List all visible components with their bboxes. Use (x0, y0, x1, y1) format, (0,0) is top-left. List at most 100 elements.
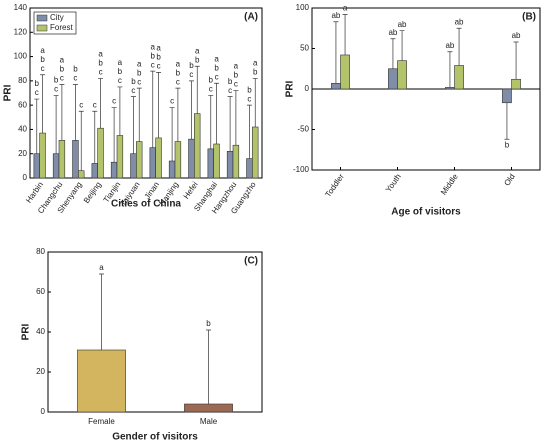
bar (39, 132, 46, 179)
error-bar (117, 86, 123, 136)
y-tick-label: 40 (18, 125, 27, 134)
panel-tag: (C) (244, 256, 258, 267)
error-bar (53, 95, 59, 154)
legend-label: Forest (50, 23, 73, 32)
bar (445, 87, 455, 90)
significance-letter: c (93, 100, 97, 109)
x-axis-label: Age of visitors (391, 207, 461, 218)
y-tick-label: 0 (23, 173, 28, 182)
x-tick-label: Female (88, 417, 115, 426)
significance-letter: a (98, 50, 103, 59)
bar (232, 144, 240, 179)
significance-letter: c (176, 77, 180, 86)
y-tick-label: 0 (305, 84, 310, 93)
y-tick-label: 50 (300, 44, 309, 53)
bar (340, 54, 350, 90)
significance-letter: ab (512, 31, 521, 40)
bar (226, 150, 234, 179)
error-bar (456, 27, 462, 66)
significance-letter: c (151, 60, 155, 69)
significance-letter: a (343, 4, 348, 13)
error-bar (92, 110, 98, 164)
bar (72, 140, 79, 179)
bar (97, 127, 104, 179)
significance-letter: c (54, 85, 58, 94)
significance-letter: c (60, 74, 64, 83)
error-bar (194, 65, 200, 114)
bar (213, 143, 220, 179)
significance-letter: b (189, 61, 194, 70)
y-tick-label: 20 (36, 367, 45, 376)
bar (246, 158, 253, 179)
significance-letter: a (234, 62, 239, 71)
plot-frame (29, 7, 263, 179)
significance-letter: c (189, 70, 193, 79)
y-tick-label: 140 (14, 3, 28, 12)
error-bar (78, 110, 84, 171)
significance-letter: b (60, 65, 65, 74)
significance-letter: b (40, 55, 45, 64)
significance-letter: c (73, 74, 77, 83)
y-axis-label: PRI (21, 323, 32, 340)
significance-letter: a (118, 58, 123, 67)
error-bar (111, 107, 117, 163)
significance-letter: a (151, 42, 156, 51)
error-bar (227, 96, 233, 152)
significance-letter: a (253, 59, 258, 68)
error-bar (40, 74, 46, 134)
significance-letter: a (156, 43, 161, 52)
significance-letter: c (228, 86, 232, 95)
significance-letter: b (234, 71, 239, 80)
bar (33, 153, 40, 179)
significance-letter: b (156, 52, 161, 61)
error-bar (72, 84, 78, 141)
y-tick-label: 120 (14, 27, 28, 36)
y-tick-label: 60 (36, 287, 45, 296)
significance-letter: b (137, 68, 142, 77)
significance-letter: c (112, 97, 116, 106)
significance-letter: c (79, 100, 83, 109)
significance-letter: c (137, 77, 141, 86)
significance-letter: b (131, 77, 136, 86)
error-bar (150, 70, 156, 148)
significance-letter: a (60, 56, 65, 65)
y-tick-label: 60 (18, 100, 27, 109)
significance-letter: b (214, 63, 219, 72)
bar (77, 349, 126, 413)
significance-letter: ab (445, 41, 454, 50)
bar (188, 138, 195, 179)
significance-letter: b (176, 68, 181, 77)
panel-tag: (B) (522, 12, 536, 23)
significance-letter: c (170, 97, 174, 106)
error-bar (504, 102, 510, 140)
significance-letter: a (137, 59, 142, 68)
significance-letter: c (247, 94, 251, 103)
y-tick-label: 100 (296, 3, 310, 12)
error-bar (208, 95, 214, 149)
significance-letter: b (253, 68, 258, 77)
significance-letter: b (247, 85, 252, 94)
bar (331, 83, 341, 90)
significance-letter: c (131, 86, 135, 95)
significance-letter: b (206, 319, 211, 328)
error-bar (233, 90, 239, 146)
significance-letter: a (176, 59, 181, 68)
error-bar (34, 98, 40, 154)
significance-letter: c (118, 76, 122, 85)
significance-letter: b (228, 77, 233, 86)
significance-letter: c (35, 88, 39, 97)
y-axis-label: PRI (285, 80, 296, 97)
error-bar (399, 30, 405, 61)
significance-letter: b (118, 67, 123, 76)
y-tick-label: 40 (36, 327, 45, 336)
error-bar (513, 41, 519, 80)
significance-letter: ab (331, 11, 340, 20)
error-bar (214, 82, 220, 144)
significance-letter: c (157, 61, 161, 70)
error-bar (98, 78, 104, 129)
panel-tag: (A) (244, 12, 258, 23)
error-bar (188, 80, 194, 140)
error-bar (390, 38, 396, 69)
bar (78, 170, 85, 179)
error-bar (175, 87, 181, 142)
